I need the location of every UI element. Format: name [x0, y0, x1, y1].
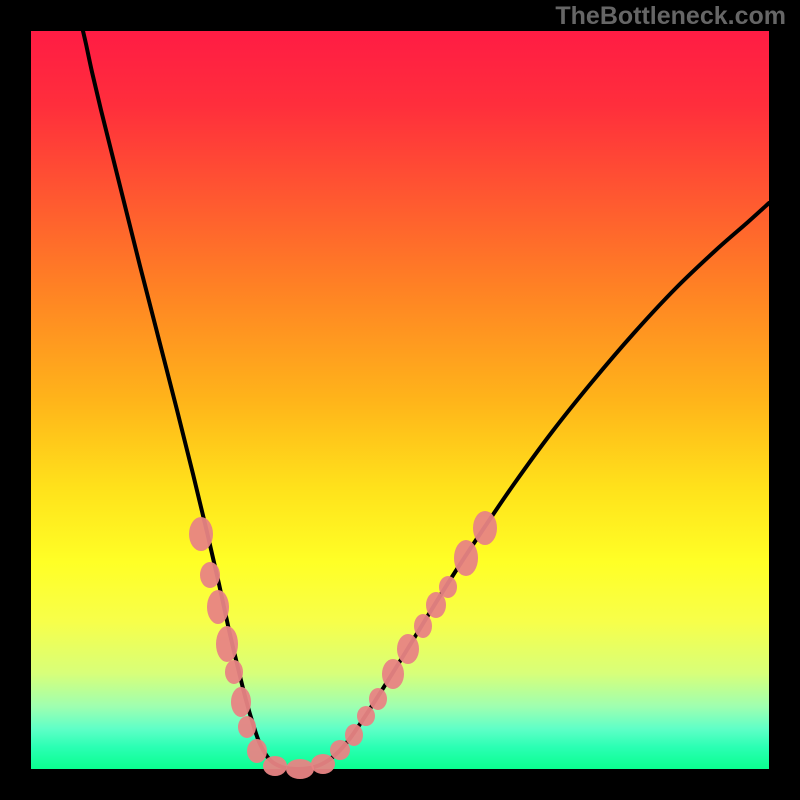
- data-marker: [345, 724, 363, 746]
- data-marker: [311, 754, 335, 774]
- data-marker: [207, 590, 229, 624]
- data-marker: [216, 626, 238, 662]
- data-marker: [189, 517, 213, 551]
- data-marker: [263, 756, 287, 776]
- data-marker: [330, 740, 350, 760]
- data-marker: [200, 562, 220, 588]
- data-marker: [357, 706, 375, 726]
- data-marker: [225, 660, 243, 684]
- chart-frame: TheBottleneck.com: [0, 0, 800, 800]
- data-marker: [247, 739, 267, 763]
- data-marker: [231, 687, 251, 717]
- data-marker: [439, 576, 457, 598]
- chart-svg: [0, 0, 800, 800]
- data-marker: [414, 614, 432, 638]
- data-marker: [454, 540, 478, 576]
- data-marker: [397, 634, 419, 664]
- data-marker: [473, 511, 497, 545]
- data-marker: [238, 716, 256, 738]
- data-marker: [369, 688, 387, 710]
- data-marker: [286, 759, 314, 779]
- watermark-text: TheBottleneck.com: [555, 2, 786, 31]
- data-marker: [382, 659, 404, 689]
